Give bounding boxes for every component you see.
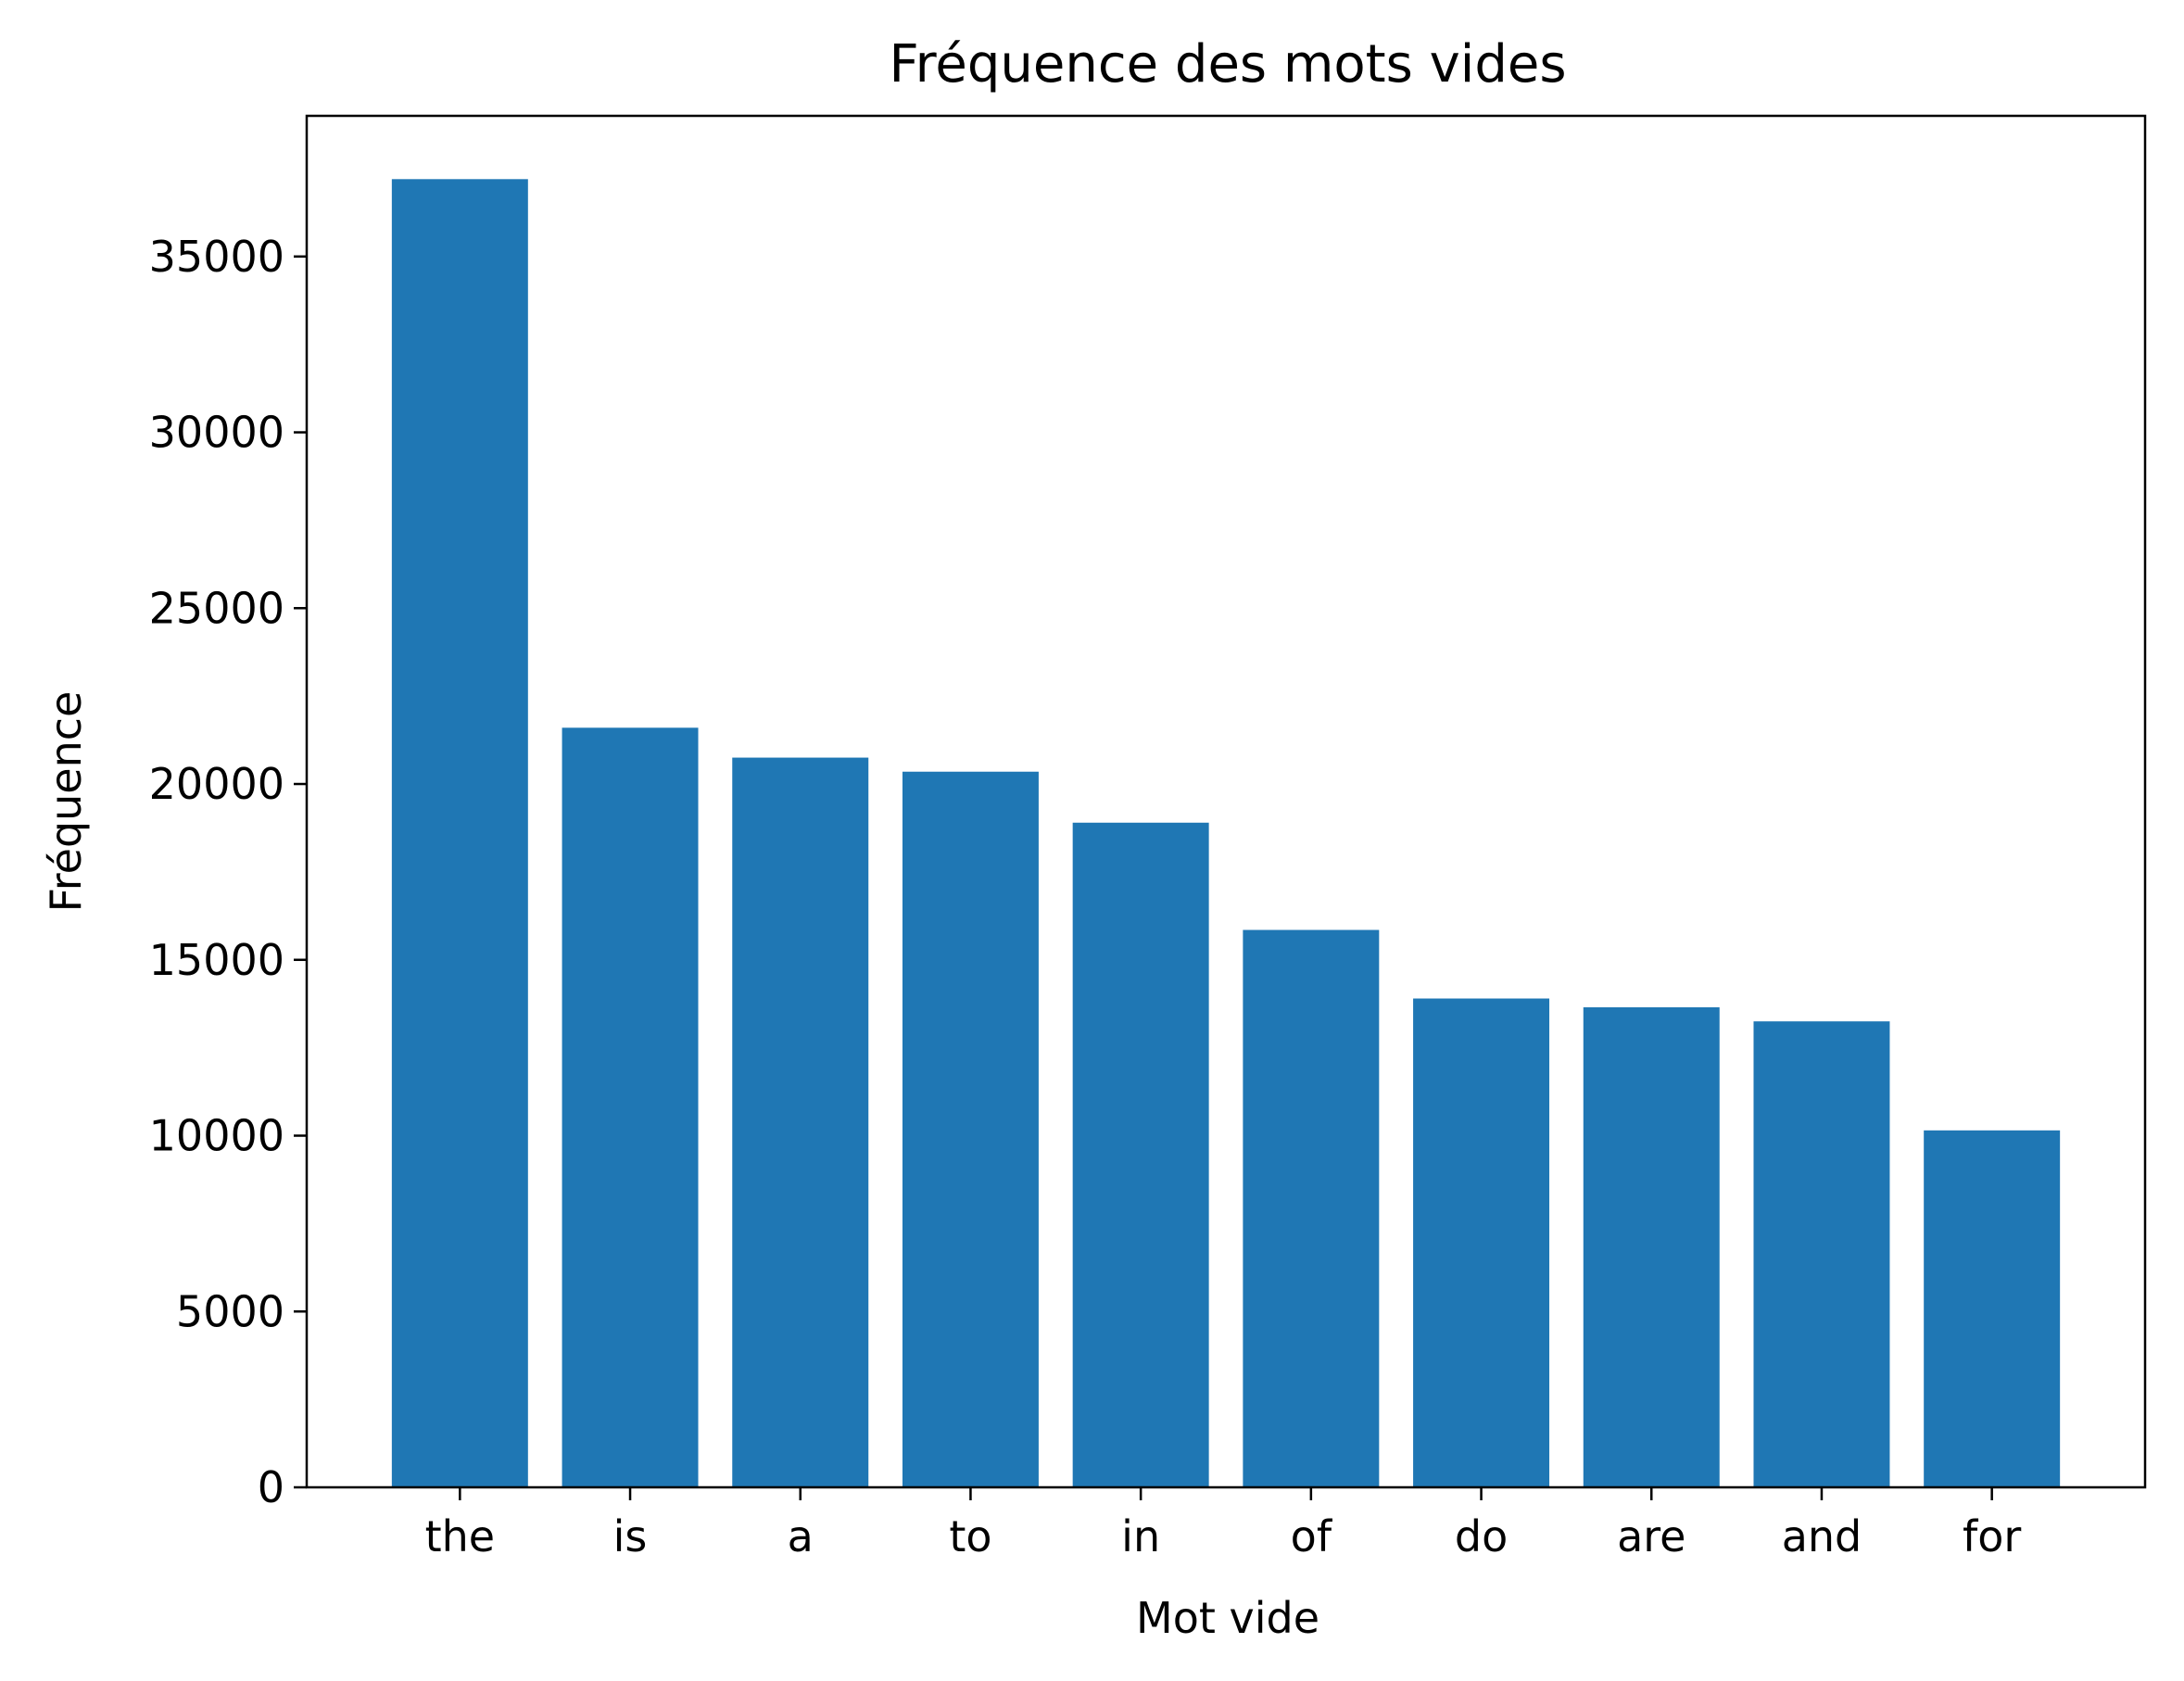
x-tick-label-are: are xyxy=(1617,1511,1685,1561)
x-tick-label-of: of xyxy=(1291,1511,1333,1561)
y-tick-label: 25000 xyxy=(149,583,284,633)
y-tick-label: 30000 xyxy=(149,408,284,458)
y-tick-label: 0 xyxy=(258,1462,284,1512)
x-tick-label-for: for xyxy=(1963,1511,2021,1561)
x-axis-ticks: the is a to in of do are and for xyxy=(425,1487,2021,1561)
bar-do xyxy=(1413,998,1550,1487)
bar-for xyxy=(1924,1130,2061,1487)
y-axis-ticks: 0 5000 10000 15000 20000 25000 30000 35000 xyxy=(149,232,307,1512)
y-tick-label: 20000 xyxy=(149,759,284,809)
chart-title: Fréquence des mots vides xyxy=(889,34,1566,95)
x-tick-label-the: the xyxy=(425,1511,496,1561)
x-tick-label-and: and xyxy=(1782,1511,1862,1561)
plot-frame xyxy=(305,114,2147,1489)
y-tick-label: 10000 xyxy=(149,1111,284,1161)
bar-the xyxy=(391,179,528,1487)
bar-and xyxy=(1753,1021,1890,1487)
bar-in xyxy=(1072,822,1209,1487)
bar-a xyxy=(732,757,869,1487)
x-tick-label-to: to xyxy=(949,1511,991,1561)
bar-of xyxy=(1243,929,1380,1487)
bar-to xyxy=(902,771,1039,1487)
bar-are xyxy=(1583,1007,1720,1487)
bar-is xyxy=(562,727,699,1487)
x-tick-label-is: is xyxy=(613,1511,648,1561)
x-tick-label-do: do xyxy=(1455,1511,1508,1561)
y-tick-label: 5000 xyxy=(176,1286,284,1336)
x-axis-label: Mot vide xyxy=(1136,1593,1319,1643)
y-tick-label: 15000 xyxy=(149,935,284,985)
x-tick-label-in: in xyxy=(1121,1511,1160,1561)
y-tick-label: 35000 xyxy=(149,232,284,282)
bars-group xyxy=(391,179,2061,1487)
y-axis-label: Fréquence xyxy=(41,691,91,913)
x-tick-label-a: a xyxy=(788,1511,814,1561)
